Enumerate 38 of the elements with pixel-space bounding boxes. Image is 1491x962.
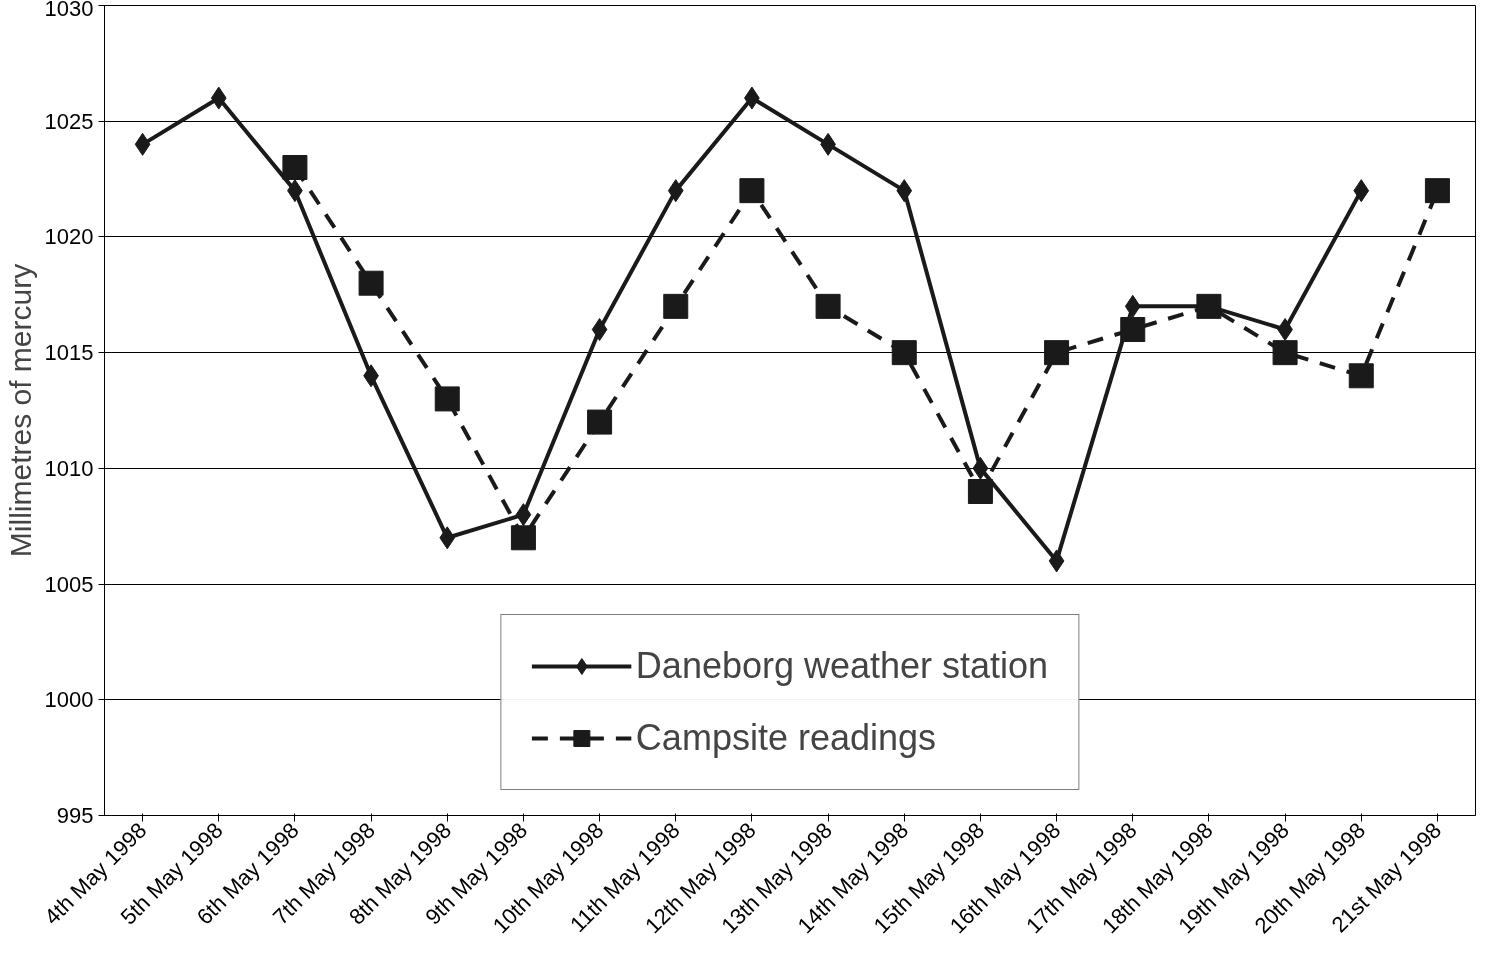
point <box>439 526 456 550</box>
point <box>663 293 689 319</box>
point <box>1196 293 1222 319</box>
point <box>972 456 989 480</box>
point <box>1044 340 1070 366</box>
point <box>587 409 613 435</box>
point <box>591 318 608 341</box>
point <box>1048 549 1065 573</box>
point <box>1272 340 1298 366</box>
y-axis-title: Millimetres of mercury <box>3 263 37 558</box>
point <box>1424 178 1450 204</box>
point <box>358 270 384 296</box>
point <box>896 179 913 203</box>
y-tick-label: 1000 <box>44 687 94 713</box>
point <box>510 525 536 551</box>
point <box>434 386 460 412</box>
y-tick-label: 1010 <box>44 455 94 481</box>
point <box>134 132 151 156</box>
y-tick-label: 1025 <box>44 108 94 134</box>
point <box>815 293 841 319</box>
point <box>891 340 917 366</box>
legend-label: Campsite readings <box>635 717 937 759</box>
legend-label: Daneborg weather station <box>635 645 1049 687</box>
point <box>1120 317 1146 342</box>
point <box>739 178 765 204</box>
point <box>1353 179 1370 203</box>
y-tick-label: 1015 <box>44 340 94 366</box>
point <box>515 503 532 527</box>
y-tick-label: 1020 <box>44 224 94 250</box>
point <box>1348 363 1374 389</box>
y-tick-label: 1030 <box>44 0 94 21</box>
y-tick-label: 1005 <box>44 571 94 597</box>
point <box>1124 294 1141 318</box>
point <box>967 479 993 504</box>
point <box>210 86 227 110</box>
point <box>667 179 684 203</box>
y-tick-label: 995 <box>56 803 94 828</box>
point <box>282 155 308 180</box>
